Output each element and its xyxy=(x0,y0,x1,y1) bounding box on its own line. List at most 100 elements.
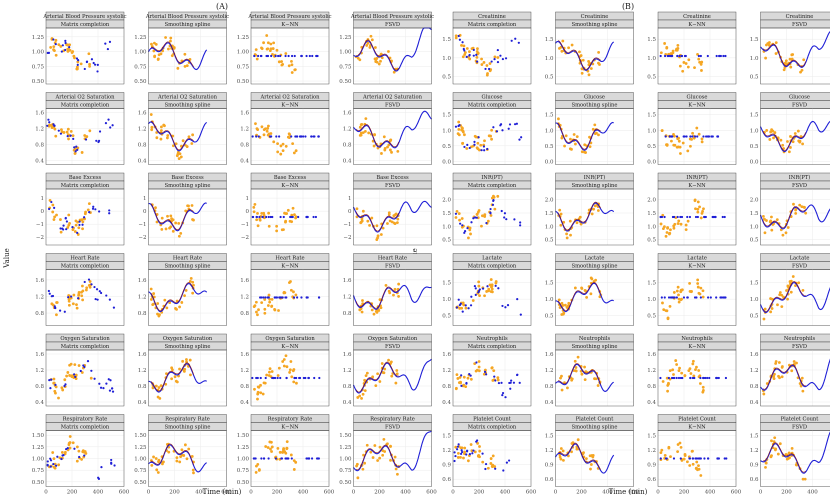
observed-point xyxy=(454,216,458,219)
observed-point xyxy=(477,284,481,288)
imputed-point xyxy=(278,135,281,138)
reference-curve xyxy=(355,286,399,309)
observed-point xyxy=(688,282,691,285)
observed-point xyxy=(362,453,365,457)
observed-point xyxy=(156,302,160,305)
observed-point xyxy=(685,460,689,464)
observed-point xyxy=(266,47,270,51)
observed-point xyxy=(698,205,701,209)
observed-point xyxy=(769,310,773,314)
y-tick-label: 1.0 xyxy=(442,224,451,230)
observed-point xyxy=(475,212,479,216)
y-tick-label: 1.50 xyxy=(134,433,147,439)
observed-point xyxy=(375,238,379,241)
imputed-point xyxy=(508,459,511,462)
observed-point xyxy=(57,43,61,47)
observed-point xyxy=(578,50,581,54)
observed-point xyxy=(486,72,489,75)
y-tick-label: 2.0 xyxy=(442,198,451,204)
strip-variable-label: Oxygen Saturation xyxy=(163,336,213,342)
observed-point xyxy=(565,232,568,236)
panel-border xyxy=(353,108,432,165)
observed-point xyxy=(282,447,286,450)
imputed-point xyxy=(456,448,459,451)
observed-point xyxy=(666,316,670,320)
observed-point xyxy=(270,305,273,308)
observed-point xyxy=(681,141,685,145)
imputed-point xyxy=(475,53,478,56)
fitted-curve xyxy=(555,282,614,313)
observed-point xyxy=(792,360,796,363)
observed-point xyxy=(281,142,285,146)
observed-point xyxy=(182,454,186,457)
imputed-point xyxy=(519,224,522,227)
observed-point xyxy=(376,372,380,376)
observed-point xyxy=(75,306,79,310)
observed-point xyxy=(589,463,593,466)
imputed-point xyxy=(262,457,266,460)
x-tick-label: 0 xyxy=(759,490,763,496)
strip-method-label: FSVD xyxy=(792,183,807,189)
imputed-point xyxy=(90,58,94,61)
observed-point xyxy=(592,207,596,211)
observed-point xyxy=(686,65,690,69)
observed-point xyxy=(487,287,491,291)
imputed-point xyxy=(676,215,679,219)
observed-point xyxy=(77,226,81,230)
observed-point xyxy=(487,134,491,138)
observed-point xyxy=(88,129,92,133)
y-tick-label: 0.75 xyxy=(134,64,147,70)
y-tick-label: 1.5 xyxy=(545,113,554,119)
observed-point xyxy=(589,467,592,471)
imputed-point xyxy=(508,381,511,385)
imputed-point xyxy=(295,376,298,380)
imputed-point xyxy=(76,148,79,151)
y-tick-label: 0.5 xyxy=(442,144,451,150)
observed-point xyxy=(87,202,91,206)
y-tick-label: 1.2 xyxy=(35,127,44,133)
observed-point xyxy=(151,386,155,390)
observed-point xyxy=(282,358,286,361)
observed-point xyxy=(770,228,774,232)
imputed-point xyxy=(660,296,663,299)
observed-point xyxy=(699,216,703,220)
imputed-point xyxy=(74,375,77,379)
observed-point xyxy=(157,386,161,389)
imputed-point xyxy=(279,54,282,58)
observed-point xyxy=(160,228,164,231)
observed-point xyxy=(53,215,57,219)
observed-point xyxy=(795,361,798,365)
imputed-point xyxy=(113,464,116,467)
y-tick-label: 1.0 xyxy=(442,297,451,303)
imputed-point xyxy=(85,60,89,63)
observed-point xyxy=(580,372,584,376)
observed-point xyxy=(374,60,378,64)
observed-point xyxy=(275,229,279,233)
observed-point xyxy=(580,286,583,290)
observed-point xyxy=(560,388,564,392)
observed-point xyxy=(156,471,160,474)
observed-point xyxy=(65,130,69,134)
observed-point xyxy=(477,365,481,369)
observed-point xyxy=(181,359,185,363)
panel-border xyxy=(555,108,634,165)
imputed-point xyxy=(67,296,70,299)
observed-point xyxy=(360,310,364,314)
observed-point xyxy=(680,459,684,462)
observed-point xyxy=(461,126,464,130)
imputed-point xyxy=(717,376,720,380)
observed-point xyxy=(379,233,383,236)
strip-variable-label: Creatinine xyxy=(581,14,609,20)
imputed-point xyxy=(457,298,460,301)
observed-point xyxy=(257,468,261,471)
observed-point xyxy=(153,54,157,58)
strip-variable-label: Base Excess xyxy=(171,175,204,181)
observed-point xyxy=(77,293,81,297)
y-tick-label: 1.6 xyxy=(343,111,352,117)
imputed-point xyxy=(272,376,275,380)
observed-point xyxy=(477,360,481,363)
observed-point xyxy=(674,359,678,362)
